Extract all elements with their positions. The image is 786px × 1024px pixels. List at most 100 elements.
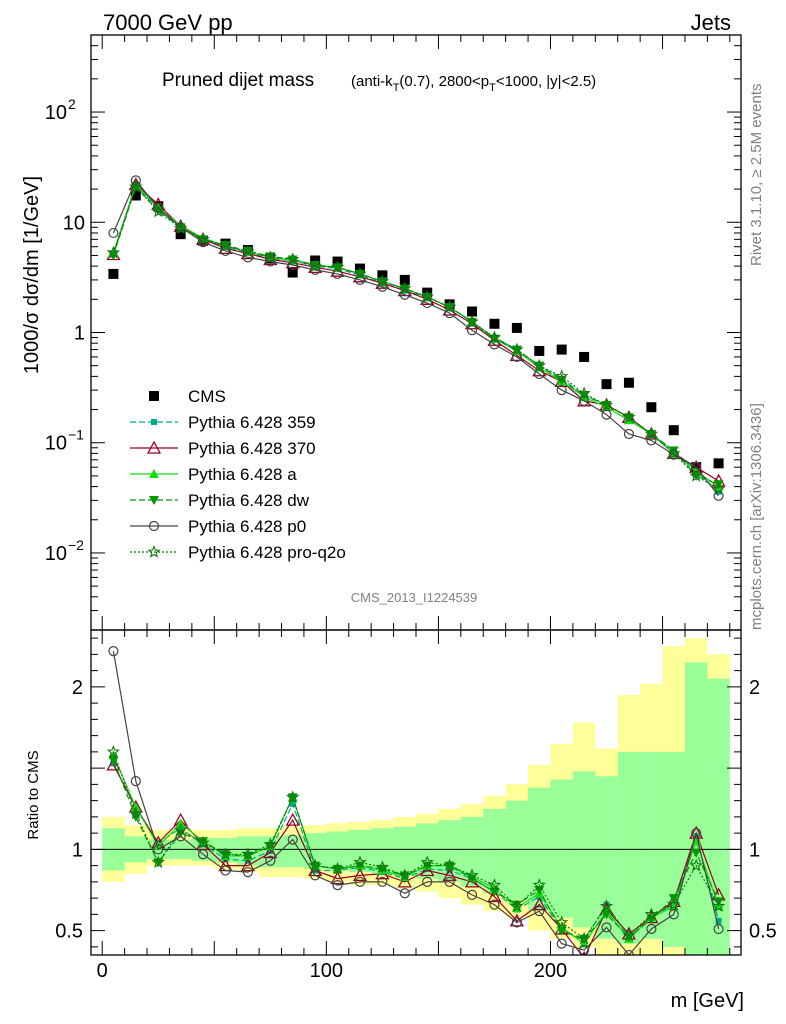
- title-sub-part1: (anti-k: [351, 73, 393, 90]
- ratio-point-pp0: [601, 922, 612, 933]
- point-pp0: [354, 274, 366, 286]
- ratio-point-pp0: [220, 865, 231, 876]
- point-pq2o: [420, 290, 434, 303]
- ratio-point-pq2o: [465, 868, 479, 882]
- ratio-point-pp0: [310, 870, 321, 881]
- point-cms: [467, 306, 478, 317]
- point-cms: [668, 425, 679, 436]
- legend-item-pq2o: Pythia 6.428 pro-q2o: [130, 543, 346, 562]
- point-pq2o: [577, 386, 591, 400]
- side-text-bottom: mcplots.cern.ch [arXiv:1306.3436]: [748, 403, 765, 630]
- point-pp0: [556, 385, 567, 396]
- ratio-point-p370: [464, 874, 480, 888]
- ratio-point-pq2o: [241, 847, 255, 860]
- legend-label-p359: Pythia 6.428 359: [188, 413, 316, 432]
- point-pq2o: [308, 259, 322, 272]
- ratio-line-pp0: [112, 650, 720, 955]
- ratio-point-pdw: [691, 848, 702, 858]
- ratio-point-pp0: [556, 938, 567, 949]
- point-pq2o: [555, 369, 569, 382]
- point-pp0: [466, 325, 478, 336]
- point-pp0: [444, 307, 455, 319]
- point-pq2o: [375, 274, 389, 288]
- point-pq2o: [218, 238, 233, 252]
- band-green-bin: [707, 678, 730, 955]
- ratio-point-pq2o: [129, 806, 143, 820]
- point-pq2o: [330, 260, 345, 274]
- ratio-point-pq2o: [218, 847, 233, 860]
- legend-marker-pa: [149, 469, 159, 478]
- ratio-point-pq2o: [196, 835, 210, 849]
- ratio-point-pq2o: [330, 861, 345, 875]
- legend-marker-p359: [151, 419, 157, 425]
- ratio-point-pp0: [623, 949, 635, 955]
- point-pq2o: [510, 342, 524, 356]
- point-pp0: [310, 264, 321, 275]
- point-pq2o: [173, 221, 188, 235]
- point-pq2o: [667, 446, 681, 460]
- point-pq2o: [151, 204, 165, 218]
- ratio-point-pp0: [153, 844, 164, 855]
- legend-item-cms: CMS: [149, 387, 226, 406]
- band-green-bin: [640, 751, 663, 939]
- point-pp0: [130, 175, 141, 186]
- title-sub-sub2: T: [489, 82, 496, 94]
- ratio-point-pq2o: [599, 899, 614, 912]
- band-green-bin: [438, 820, 461, 882]
- ratio-point-pp0: [108, 646, 119, 657]
- ratio-point-p370: [532, 897, 547, 911]
- y-axis-label-top: 1000/σ dσ/dm [1/GeV]: [21, 176, 43, 374]
- band-green-bin: [595, 776, 618, 939]
- point-pp0: [108, 227, 119, 239]
- ratio-point-p370: [352, 868, 368, 882]
- ratio-point-pq2o: [487, 878, 502, 891]
- legend-label-pa: Pythia 6.428 a: [188, 465, 297, 484]
- band-green-bin: [281, 834, 304, 868]
- point-pdw: [489, 334, 500, 344]
- point-cms: [511, 322, 522, 333]
- legend-marker-pp0: [148, 520, 160, 532]
- point-pq2o: [263, 250, 277, 264]
- legend-marker-p370: [146, 440, 162, 454]
- y-tick-label-bottom: 2: [72, 677, 83, 699]
- ratio-point-p370: [487, 889, 502, 903]
- band-green-bin: [326, 831, 349, 871]
- ratio-point-p370: [263, 845, 278, 859]
- point-cms: [623, 377, 634, 388]
- ratio-line-pdw: [112, 759, 720, 940]
- series-line-pp0: [112, 179, 720, 497]
- header-right: Jets: [691, 10, 731, 35]
- ratio-point-pdw: [556, 926, 567, 936]
- title-sub-part3: <1000, |y|<2.5): [496, 73, 596, 90]
- title-sub-part2: (0.7), 2800<p: [399, 73, 489, 90]
- point-cms: [108, 268, 119, 279]
- top-frame: [90, 34, 742, 631]
- point-cms: [287, 267, 298, 278]
- ratio-point-pa: [130, 802, 141, 812]
- legend-label-pdw: Pythia 6.428 dw: [188, 491, 310, 510]
- point-cms: [601, 379, 612, 390]
- legend: CMS Pythia 6.428 359 Pythia 6.428 370 Pythi…: [130, 387, 346, 562]
- point-cms: [646, 402, 657, 413]
- legend-marker-cms: [149, 391, 159, 401]
- ratio-point-pq2o: [555, 915, 569, 929]
- ratio-point-pdw: [601, 910, 612, 920]
- point-pp0: [153, 202, 164, 214]
- ratio-point-pdw: [511, 900, 522, 910]
- ratio-point-pp0: [287, 834, 298, 845]
- legend-label-p370: Pythia 6.428 370: [188, 439, 316, 458]
- ratio-point-pa: [175, 818, 186, 828]
- y-tick-label-bottom-right: 1: [749, 839, 760, 861]
- title-sub: (anti-kT(0.7), 2800<pT<1000, |y|<2.5): [351, 73, 596, 94]
- ratio-point-pq2o: [644, 907, 659, 921]
- point-cms: [175, 229, 186, 240]
- ratio-line-p370: [112, 764, 720, 955]
- ratio-point-pp0: [377, 876, 388, 887]
- ratio-point-pq2o: [443, 858, 457, 872]
- series-pq2o: [106, 179, 726, 495]
- ratio-point-pp0: [534, 906, 545, 917]
- side-text-top: Rivet 3.1.10, ≥ 2.5M events: [748, 84, 765, 267]
- ratio-point-pp0: [691, 828, 702, 839]
- point-pp0: [377, 281, 388, 292]
- ratio-point-pq2o: [510, 899, 524, 912]
